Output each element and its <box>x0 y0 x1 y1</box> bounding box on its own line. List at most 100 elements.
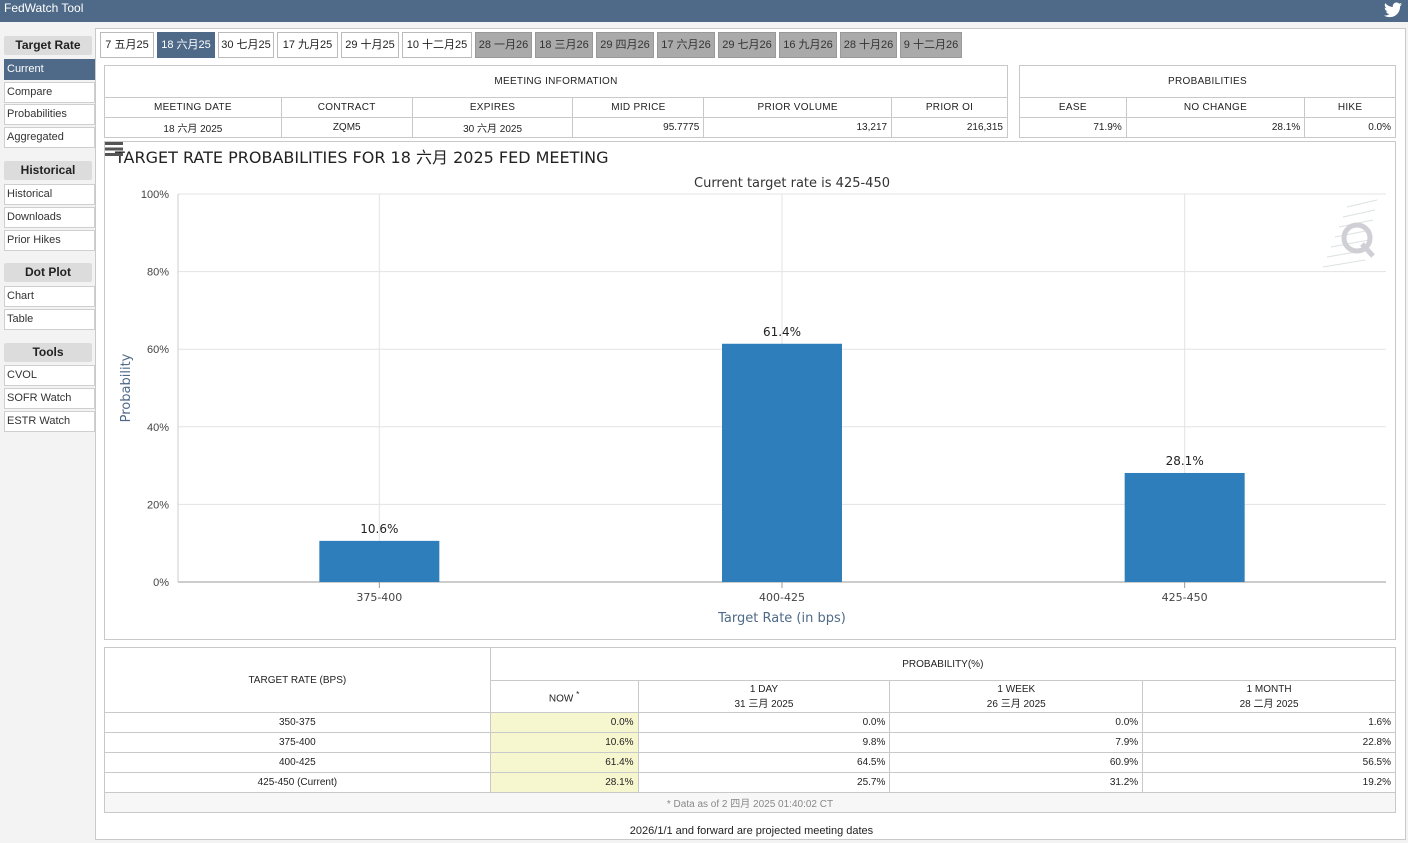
value-meeting-date: 18 六月 2025 <box>104 117 282 138</box>
header-prior-oi: PRIOR OI <box>891 97 1008 118</box>
tab-meeting[interactable]: 18 六月25 <box>157 32 215 58</box>
header-now: NOW * <box>489 680 639 713</box>
sidebar-item-sofr-watch[interactable]: SOFR Watch <box>4 388 95 409</box>
value-no-change: 28.1% <box>1125 117 1306 138</box>
value-expires: 30 六月 2025 <box>411 117 574 138</box>
y-tick-label: 80% <box>147 267 169 279</box>
y-tick-label: 100% <box>141 189 169 201</box>
sidebar-header-target-rate: Target Rate <box>4 36 92 55</box>
chart-svg: TARGET RATE PROBABILITIES FOR 18 六月 2025… <box>114 148 1386 626</box>
header-hike: HIKE <box>1304 97 1396 118</box>
tab-meeting[interactable]: 7 五月25 <box>100 32 154 58</box>
probability-cell: 9.8% <box>637 732 891 753</box>
tab-meeting[interactable]: 30 七月25 <box>218 32 274 58</box>
bar <box>319 540 440 582</box>
x-tick-label: 425-450 <box>1162 591 1208 604</box>
x-axis-label: Target Rate (in bps) <box>717 611 846 626</box>
probability-cell: 61.4% <box>489 752 639 773</box>
sidebar: Target Rate Current Compare Probabilitie… <box>0 22 97 843</box>
rate-cell: 350-375 <box>104 712 491 733</box>
probability-cell: 19.2% <box>1142 772 1396 793</box>
y-tick-label: 60% <box>147 344 169 356</box>
probability-cell: 1.6% <box>1142 712 1396 733</box>
tab-meeting[interactable]: 9 十二月26 <box>900 32 962 58</box>
tab-meeting[interactable]: 28 十月26 <box>840 32 897 58</box>
value-prior-volume: 13,217 <box>703 117 893 138</box>
header-probability-group: PROBABILITY(%) <box>489 647 1397 681</box>
value-mid-price: 95.7775 <box>572 117 705 138</box>
sidebar-item-probabilities[interactable]: Probabilities <box>4 104 95 125</box>
probability-chart: TARGET RATE PROBABILITIES FOR 18 六月 2025… <box>104 141 1396 640</box>
tab-meeting[interactable]: 29 七月26 <box>718 32 776 58</box>
probability-cell: 25.7% <box>637 772 891 793</box>
bar <box>722 343 842 582</box>
probabilities-caption: PROBABILITIES <box>1019 65 1396 98</box>
projected-dates-note: 2026/1/1 and forward are projected meeti… <box>629 825 874 837</box>
header-prior-volume: PRIOR VOLUME <box>703 97 893 118</box>
bar <box>1124 472 1245 582</box>
probability-cell: 10.6% <box>489 732 639 753</box>
tab-meeting[interactable]: 10 十二月25 <box>402 32 472 58</box>
probability-cell: 28.1% <box>489 772 639 793</box>
tab-meeting[interactable]: 29 四月26 <box>596 32 654 58</box>
rate-cell: 375-400 <box>104 732 491 753</box>
y-tick-label: 20% <box>147 499 169 511</box>
app-title: FedWatch Tool <box>4 1 84 15</box>
probability-history-table: TARGET RATE (BPS) PROBABILITY(%) NOW * 1… <box>104 647 1397 813</box>
data-label: 61.4% <box>763 325 801 339</box>
twitter-icon[interactable] <box>1384 2 1402 18</box>
value-hike: 0.0% <box>1304 117 1396 138</box>
menu-icon[interactable] <box>105 142 123 156</box>
probability-cell: 31.2% <box>889 772 1144 793</box>
sidebar-item-cvol[interactable]: CVOL <box>4 365 95 386</box>
probability-cell: 56.5% <box>1142 752 1396 773</box>
tab-meeting[interactable]: 29 十月25 <box>341 32 399 58</box>
header-expires: EXPIRES <box>411 97 574 118</box>
value-prior-oi: 216,315 <box>891 117 1008 138</box>
header-ease: EASE <box>1019 97 1127 118</box>
sidebar-item-downloads[interactable]: Downloads <box>4 207 95 228</box>
watermark-logo-icon <box>1322 199 1378 268</box>
value-ease: 71.9% <box>1019 117 1127 138</box>
header-mid-price: MID PRICE <box>572 97 705 118</box>
header-target-rate: TARGET RATE (BPS) <box>104 647 491 713</box>
tab-meeting[interactable]: 16 九月26 <box>779 32 837 58</box>
rate-cell: 425-450 (Current) <box>104 772 491 793</box>
value-contract: ZQM5 <box>280 117 413 138</box>
sidebar-header-dot-plot: Dot Plot <box>4 263 92 282</box>
sidebar-item-current[interactable]: Current <box>4 59 95 80</box>
rate-cell: 400-425 <box>104 752 491 773</box>
tab-meeting[interactable]: 17 九月25 <box>277 32 338 58</box>
header-1-week: 1 WEEK 26 三月 2025 <box>889 680 1144 713</box>
sidebar-item-table[interactable]: Table <box>4 309 95 330</box>
table-row: 375-400 10.6% 9.8% 7.9% 22.8% <box>104 732 1396 753</box>
sidebar-item-compare[interactable]: Compare <box>4 82 95 103</box>
header-contract: CONTRACT <box>280 97 413 118</box>
sidebar-item-chart[interactable]: Chart <box>4 286 95 307</box>
main-panel: 7 五月25 18 六月25 30 七月25 17 九月25 29 十月25 10 十二月… <box>95 28 1406 840</box>
y-tick-label: 40% <box>147 422 169 434</box>
probability-cell: 7.9% <box>889 732 1144 753</box>
sidebar-item-historical[interactable]: Historical <box>4 184 95 205</box>
header-no-change: NO CHANGE <box>1125 97 1306 118</box>
meeting-info-table: MEETING INFORMATION MEETING DATE CONTRAC… <box>104 65 1008 138</box>
table-row: 350-375 0.0% 0.0% 0.0% 1.6% <box>104 712 1396 733</box>
probability-cell: 60.9% <box>889 752 1144 773</box>
x-tick-label: 400-425 <box>759 591 805 604</box>
sidebar-item-estr-watch[interactable]: ESTR Watch <box>4 411 95 432</box>
probability-cell: 22.8% <box>1142 732 1396 753</box>
now-marker: * <box>576 688 580 699</box>
data-label: 28.1% <box>1166 454 1204 468</box>
tab-meeting[interactable]: 28 一月26 <box>475 32 532 58</box>
chart-subtitle: Current target rate is 425-450 <box>694 176 890 191</box>
data-timestamp-note: * Data as of 2 四月 2025 01:40:02 CT <box>104 792 1396 813</box>
tab-meeting[interactable]: 17 六月26 <box>657 32 715 58</box>
header-1-month: 1 MONTH 28 二月 2025 <box>1142 680 1396 713</box>
sidebar-header-tools: Tools <box>4 343 92 362</box>
sidebar-item-aggregated[interactable]: Aggregated <box>4 127 95 148</box>
probability-cell: 0.0% <box>889 712 1144 733</box>
tab-meeting[interactable]: 18 三月26 <box>535 32 593 58</box>
sidebar-item-prior-hikes[interactable]: Prior Hikes <box>4 230 95 251</box>
sidebar-header-historical: Historical <box>4 161 92 180</box>
header-meeting-date: MEETING DATE <box>104 97 282 118</box>
